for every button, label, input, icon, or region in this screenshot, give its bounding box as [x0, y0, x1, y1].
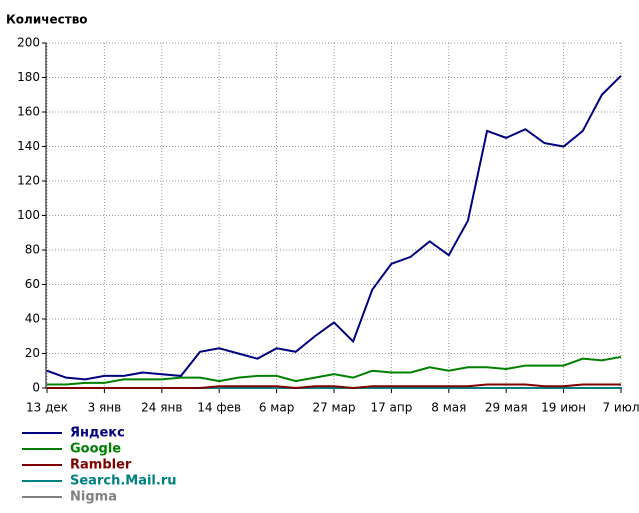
y-tick-label: 200 — [17, 36, 40, 50]
x-tick-label: 24 янв — [141, 401, 182, 415]
series-line — [47, 355, 622, 386]
y-tick-label: 60 — [25, 277, 40, 291]
legend-label: Nigma — [70, 490, 117, 505]
legend-label: Яндекс — [70, 426, 125, 441]
y-tick-label: 140 — [17, 139, 40, 153]
x-tick-label: 29 мая — [485, 401, 528, 415]
y-tick-label: 180 — [17, 70, 40, 84]
y-tick-label: 160 — [17, 105, 40, 119]
legend-label: Google — [70, 442, 121, 457]
legend-label: Rambler — [70, 458, 132, 473]
y-tick-label: 100 — [17, 208, 40, 222]
x-tick-label: 3 янв — [88, 401, 122, 415]
x-tick-label: 7 июл — [602, 401, 639, 415]
x-tick-label: 13 дек — [26, 401, 68, 415]
x-tick-label: 19 июн — [541, 401, 586, 415]
x-tick-label: 17 апр — [370, 401, 412, 415]
y-tick-label: 80 — [25, 243, 40, 257]
x-tick-label: 8 мая — [431, 401, 466, 415]
legend-label: Search.Mail.ru — [70, 474, 177, 489]
y-tick-label: 20 — [25, 346, 40, 360]
x-tick-label: 27 мар — [312, 401, 355, 415]
y-tick-label: 0 — [32, 381, 40, 395]
x-tick-label: 6 мар — [259, 401, 294, 415]
y-tick-label: 120 — [17, 174, 40, 188]
series-line — [46, 75, 622, 381]
y-tick-label: 40 — [25, 312, 40, 326]
series-line — [47, 383, 621, 390]
y-axis-title: Количество — [6, 13, 88, 27]
x-tick-label: 14 фев — [197, 401, 241, 415]
